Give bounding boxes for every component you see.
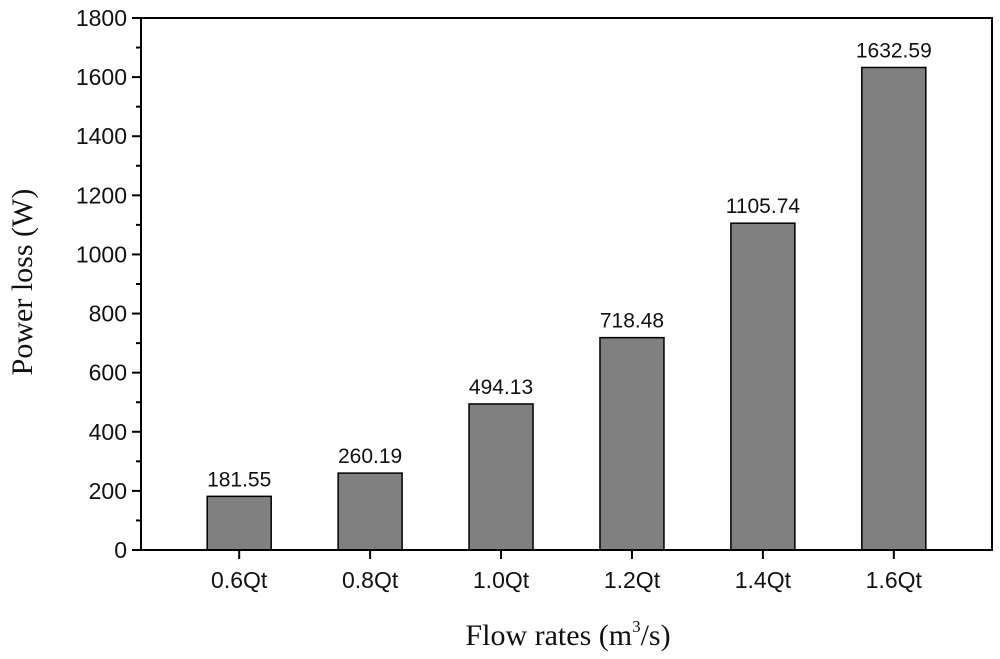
bar-1.4Qt [730, 222, 796, 551]
bar-1.2Qt [599, 336, 665, 551]
y-tick-label: 1800 [76, 5, 127, 31]
y-axis-title: Power loss (W) [6, 189, 39, 376]
y-tick-label: 200 [89, 478, 127, 504]
data-label-1.6Qt: 1632.59 [856, 39, 932, 62]
x-tick-label-1.0Qt: 1.0Qt [473, 567, 530, 593]
bar-1.0Qt [468, 403, 534, 551]
x-tick-label-1.4Qt: 1.4Qt [735, 567, 792, 593]
y-tick-label: 600 [89, 360, 127, 386]
y-tick-label: 400 [89, 419, 127, 445]
bar-1.6Qt [861, 66, 927, 551]
x-tick-label-1.2Qt: 1.2Qt [604, 567, 661, 593]
y-tick-label: 0 [114, 537, 127, 563]
y-tick-label: 1400 [76, 123, 127, 149]
y-axis-ticks: 0 200 400 600 800 1000 1200 1400 1600 1800 [76, 5, 141, 563]
x-axis-title-suffix: /s) [641, 619, 671, 652]
x-tick-label-0.6Qt: 0.6Qt [211, 567, 268, 593]
data-labels: 181.55 260.19 494.13 718.48 1105.74 1632.59 [207, 39, 932, 491]
bar-0.8Qt [337, 472, 403, 551]
x-axis-title: Flow rates (m3/s) [465, 617, 670, 652]
data-label-1.0Qt: 494.13 [469, 376, 533, 399]
y-tick-label: 1600 [76, 64, 127, 90]
bar-series [206, 66, 927, 551]
bar-0.6Qt [206, 495, 272, 551]
y-tick-label: 1000 [76, 241, 127, 267]
x-axis-title-superscript: 3 [632, 617, 641, 636]
y-tick-label: 1200 [76, 182, 127, 208]
data-label-0.8Qt: 260.19 [338, 445, 402, 468]
data-label-1.2Qt: 718.48 [600, 310, 664, 333]
x-axis-ticks: 0.6Qt 0.8Qt 1.0Qt 1.2Qt 1.4Qt 1.6Qt [211, 550, 923, 593]
x-tick-label-1.6Qt: 1.6Qt [866, 567, 923, 593]
data-label-0.6Qt: 181.55 [207, 468, 271, 491]
x-tick-label-0.8Qt: 0.8Qt [342, 567, 399, 593]
x-axis-title-prefix: Flow rates (m [465, 619, 632, 652]
data-label-1.4Qt: 1105.74 [726, 195, 801, 218]
y-tick-label: 800 [89, 301, 127, 327]
plot-frame [140, 17, 993, 551]
